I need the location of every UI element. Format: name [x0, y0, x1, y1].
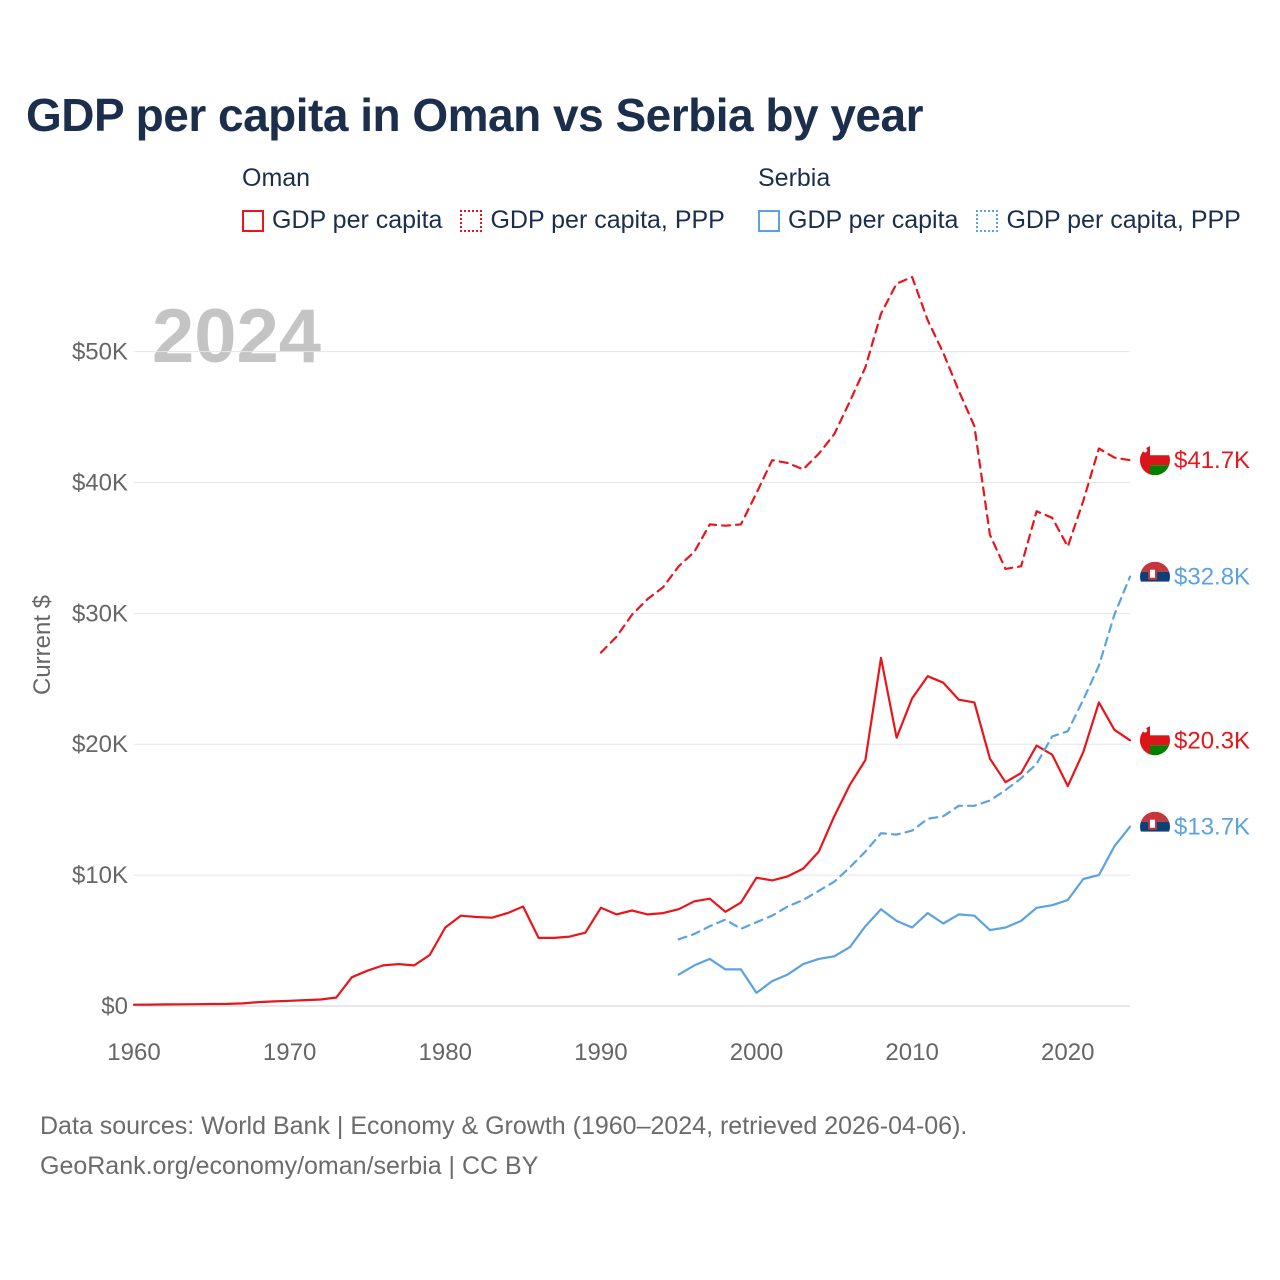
y-tick-label: $0	[101, 993, 128, 1020]
legend-label: GDP per capita	[272, 206, 443, 234]
legend-group-title: Oman	[242, 164, 311, 192]
oman-flag-icon	[1140, 725, 1170, 756]
legend-item-serbia-gdp-ppp[interactable]: GDP per capita, PPP	[976, 206, 1241, 235]
legend-item-serbia-gdp[interactable]: GDP per capita	[758, 206, 958, 235]
y-tick-label: $40K	[72, 469, 128, 496]
y-tick-label: $20K	[72, 731, 128, 758]
legend-group-oman: Oman GDP per capita GDP per capita, PPP	[242, 162, 743, 235]
legend-label: GDP per capita	[788, 206, 959, 234]
series-line-oman-solid	[132, 656, 1132, 1006]
x-tick-label: 2000	[730, 1039, 783, 1066]
x-tick-label: 1960	[107, 1039, 160, 1066]
x-tick-label: 1990	[574, 1039, 627, 1066]
legend-swatch-solid	[758, 209, 780, 232]
end-value-label: $20.3K	[1174, 727, 1250, 754]
y-axis-label: Current $	[29, 595, 56, 695]
end-value-label: $13.7K	[1174, 814, 1250, 841]
legend-swatch-dotted	[976, 209, 999, 232]
end-value-label: $32.8K	[1174, 564, 1250, 591]
oman-flag-icon	[1140, 445, 1170, 476]
x-tick-label: 1970	[263, 1039, 316, 1066]
y-tick-label: $10K	[72, 862, 128, 889]
legend-label: GDP per capita, PPP	[1006, 206, 1241, 234]
legend-item-oman-gdp[interactable]: GDP per capita	[242, 206, 442, 235]
serbia-flag-icon	[1140, 561, 1170, 592]
legend-group-title: Serbia	[758, 164, 831, 192]
series-line-serbia-solid	[677, 825, 1132, 995]
legend-label: GDP per capita, PPP	[490, 206, 725, 234]
legend-swatch-dotted	[460, 209, 483, 232]
chart-title: GDP per capita in Oman vs Serbia by year	[26, 89, 924, 141]
end-value-label: $41.7K	[1174, 447, 1250, 474]
x-tick-label: 1980	[419, 1039, 472, 1066]
legend-group-serbia: Serbia GDP per capita GDP per capita, PP…	[758, 162, 1259, 235]
footer-attribution[interactable]: GeoRank.org/economy/oman/serbia | CC BY	[40, 1152, 539, 1180]
x-tick-label: 2020	[1041, 1039, 1094, 1066]
footer-sources: Data sources: World Bank | Economy & Gro…	[40, 1112, 968, 1140]
y-tick-label: $50K	[72, 339, 128, 366]
legend-swatch-solid	[242, 209, 264, 232]
legend-item-oman-gdp-ppp[interactable]: GDP per capita, PPP	[460, 206, 725, 235]
x-tick-label: 2010	[885, 1039, 938, 1066]
year-watermark: 2024	[152, 294, 321, 379]
footer: Data sources: World Bank | Economy & Gro…	[40, 1106, 967, 1186]
y-tick-label: $30K	[72, 600, 128, 627]
serbia-flag-icon	[1140, 811, 1170, 842]
series-line-serbia-dashed	[677, 575, 1132, 941]
series-line-oman-dashed	[599, 275, 1132, 654]
